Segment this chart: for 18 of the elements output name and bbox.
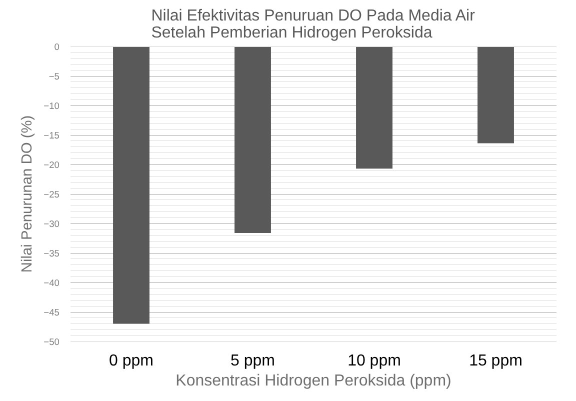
y-tick-label: −15 xyxy=(44,130,60,140)
y-tick-label: −20 xyxy=(44,160,60,170)
x-tick-label: 5 ppm xyxy=(230,352,275,370)
y-tick-label: −25 xyxy=(44,190,60,200)
y-tick-label: −50 xyxy=(44,337,60,347)
chart-title: Nilai Efektivitas Penuruan DO Pada Media Air Setelah Pemberian Hidrogen Peroksida xyxy=(151,8,476,42)
x-tick-label: 0 ppm xyxy=(109,352,154,370)
y-tick-label: −30 xyxy=(44,219,60,229)
x-tick-label: 10 ppm xyxy=(348,352,401,370)
y-tick-label: −5 xyxy=(48,72,60,82)
y-axis-title: Nilai Penurunan DO (%) xyxy=(20,115,36,273)
y-tick-label: −35 xyxy=(44,248,60,258)
y-tick-label: −45 xyxy=(44,308,60,318)
x-tick-label: 15 ppm xyxy=(469,352,522,370)
y-tick-label: 0 xyxy=(54,42,60,52)
y-tick-label: −10 xyxy=(44,101,60,111)
y-tick-label: −40 xyxy=(44,278,60,288)
x-axis-title: Konsentrasi Hidrogen Peroksida (ppm) xyxy=(176,372,452,390)
